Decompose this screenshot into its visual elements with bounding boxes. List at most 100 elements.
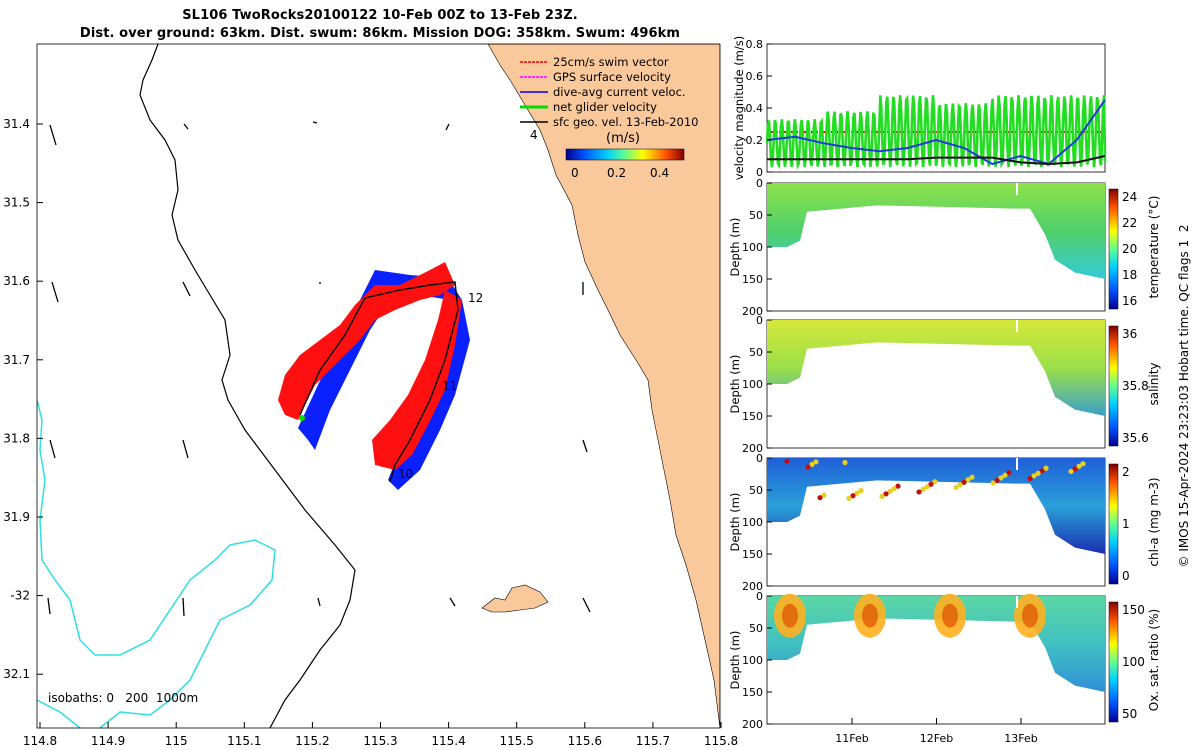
- map-x-tick-label: 115: [165, 734, 188, 748]
- day-label-11: 11: [442, 379, 457, 393]
- chl-sample-dot: [842, 459, 848, 466]
- map-y-tick-label: 31.7: [3, 353, 30, 367]
- chl-sample-dot: [932, 479, 938, 485]
- chl-sample-dot: [1080, 461, 1086, 467]
- heatmap-colorbar-tick: 16: [1122, 294, 1137, 308]
- isobaths-label: isobaths: 0 200 1000m: [48, 691, 198, 705]
- chl-sample-dot: [891, 486, 897, 492]
- heatmap-colorbar-label: salinity: [1147, 362, 1161, 405]
- chl-sample-dot: [1027, 475, 1033, 482]
- chl-sample-dot: [1035, 470, 1041, 476]
- map-x-tick-label: 115.2: [295, 734, 329, 748]
- velocity-y-tick-label: 0.8: [746, 38, 764, 51]
- heatmap-y-tick-label: 150: [742, 686, 763, 699]
- swim-vector-swath: [278, 262, 455, 420]
- chl-sample-dot: [821, 492, 827, 498]
- heatmap-colorbar-tick: 35.6: [1122, 431, 1149, 445]
- chl-sample-dot: [920, 486, 926, 492]
- heatmap-panel-3: 0 50 100 150 200 Depth (m) 2 1 0 chl-a (mg m-3): [728, 452, 1161, 593]
- heatmap-data-region: [767, 183, 1105, 279]
- isobath-200m: [37, 699, 81, 728]
- map-x-tick-label: 115.7: [636, 734, 670, 748]
- heatmap-y-tick-label: 200: [742, 718, 763, 731]
- heatmap-y-tick-label: 0: [756, 177, 763, 190]
- oxygen-core-blob: [862, 603, 878, 628]
- velocity-y-tick-label: 0.6: [746, 70, 764, 83]
- heatmap-y-tick-label: 50: [749, 622, 763, 635]
- heatmap-colorbar-tick: 0: [1122, 569, 1130, 583]
- chl-sample-dot: [961, 479, 967, 485]
- map-x-tick-label: 115.3: [363, 734, 397, 748]
- heatmap-colorbar-label: chl-a (mg m-3): [1147, 477, 1161, 566]
- velocity-y-tick-label: 0: [756, 166, 763, 179]
- isobath-1000m: [37, 399, 276, 728]
- heatmap-y-tick-label: 100: [742, 378, 763, 391]
- heatmap-y-tick-label: 100: [742, 654, 763, 667]
- chl-sample-dot: [850, 493, 856, 499]
- heatmap-y-tick-label: 200: [742, 580, 763, 593]
- oxygen-core-blob: [1022, 603, 1038, 628]
- map-colorbar-tick-0: 0: [571, 166, 579, 180]
- heatmap-y-tick-label: 50: [749, 484, 763, 497]
- velocity-y-tick-label: 0.4: [746, 102, 764, 115]
- chl-sample-dot: [924, 484, 930, 490]
- chart-title-line2: Dist. over ground: 63km. Dist. swum: 86k…: [79, 26, 681, 41]
- heatmap-colorbar-tick: 50: [1122, 707, 1137, 721]
- map-y-tick-label: 31.6: [3, 274, 30, 288]
- oxygen-core-blob: [782, 603, 798, 628]
- map-y-tick-label: 32.1: [3, 667, 30, 681]
- chl-sample-dot: [895, 483, 901, 489]
- legend-net-glider: net glider velocity: [553, 100, 657, 114]
- heatmap-colorbar: [1108, 463, 1119, 585]
- heatmap-y-tick-label: 100: [742, 516, 763, 529]
- heatmap-colorbar: [1108, 601, 1119, 723]
- sfc-geo-velocity-arrows: [47, 121, 591, 617]
- map-x-tick-label: 115.4: [431, 734, 465, 748]
- chl-sample-dot: [858, 488, 864, 494]
- map-legend: 25cm/s swim vector GPS surface velocity …: [520, 55, 699, 129]
- heatmap-ylabel: Depth (m): [728, 355, 742, 414]
- velocity-ylabel: velocity magnitude (m/s): [732, 36, 746, 181]
- heatmap-colorbar-tick: 1: [1122, 517, 1130, 531]
- map-y-tick-labels: 31.4 31.5 31.6 31.7 31.8 31.9 -32 32.1: [3, 117, 43, 681]
- velocity-magnitude-panel: 0 0.2 0.4 0.6 0.8 velocity magnitude (m/s): [732, 36, 1107, 181]
- glider-start-marker: [299, 415, 305, 421]
- heatmap-y-tick-label: 0: [756, 452, 763, 465]
- copyright-note: © IMOS 15-Apr-2024 23:23:03 Hobart time.…: [1177, 225, 1191, 568]
- day-label-10: 10: [398, 467, 413, 481]
- map-colorbar-tick-1: 0.2: [607, 166, 626, 180]
- legend-swim-vector: 25cm/s swim vector: [553, 55, 669, 69]
- heatmap-colorbar-tick: 36: [1122, 327, 1137, 341]
- chl-sample-dot: [1043, 465, 1049, 471]
- heatmap-ylabel: Depth (m): [728, 493, 742, 552]
- heatmap-data-region: [767, 320, 1105, 416]
- map-y-tick-label: 31.8: [3, 431, 30, 445]
- heatmap-y-tick-label: 150: [742, 410, 763, 423]
- map-y-tick-label: -32: [10, 589, 30, 603]
- chl-sample-dot: [957, 482, 963, 488]
- map-x-tick-label: 114.9: [91, 734, 125, 748]
- chl-sample-dot: [1006, 470, 1012, 476]
- heatmap-colorbar-label: Ox. sat. ratio (%): [1147, 609, 1161, 711]
- heatmap-colorbar: [1108, 325, 1119, 447]
- map-x-tick-labels: 114.8 114.9 115 115.1 115.2 115.3 115.4 115.5 11…: [23, 722, 738, 748]
- legend-sfc-geo: sfc geo. vel. 13-Feb-2010: [553, 115, 699, 129]
- oxygen-core-blob: [942, 603, 958, 628]
- map-x-tick-label: 115.8: [704, 734, 738, 748]
- chl-sample-dot: [887, 488, 893, 494]
- heatmap-y-tick-label: 150: [742, 273, 763, 286]
- heatmap-y-tick-label: 50: [749, 209, 763, 222]
- chl-sample-dot: [1068, 468, 1074, 475]
- heatmap-y-tick-label: 100: [742, 241, 763, 254]
- heatmap-y-tick-label: 0: [756, 590, 763, 603]
- heatmap-colorbar-tick: 20: [1122, 242, 1137, 256]
- heatmap-colorbar: [1108, 188, 1119, 310]
- velocity-series-3: [767, 155, 1106, 166]
- heatmap-colorbar-tick: 35.8: [1122, 379, 1149, 393]
- heatmap-data-region: [767, 458, 1105, 554]
- map-colorbar-tick-2: 0.4: [650, 166, 669, 180]
- chl-sample-dot: [928, 481, 934, 487]
- chl-sample-dot: [953, 484, 959, 491]
